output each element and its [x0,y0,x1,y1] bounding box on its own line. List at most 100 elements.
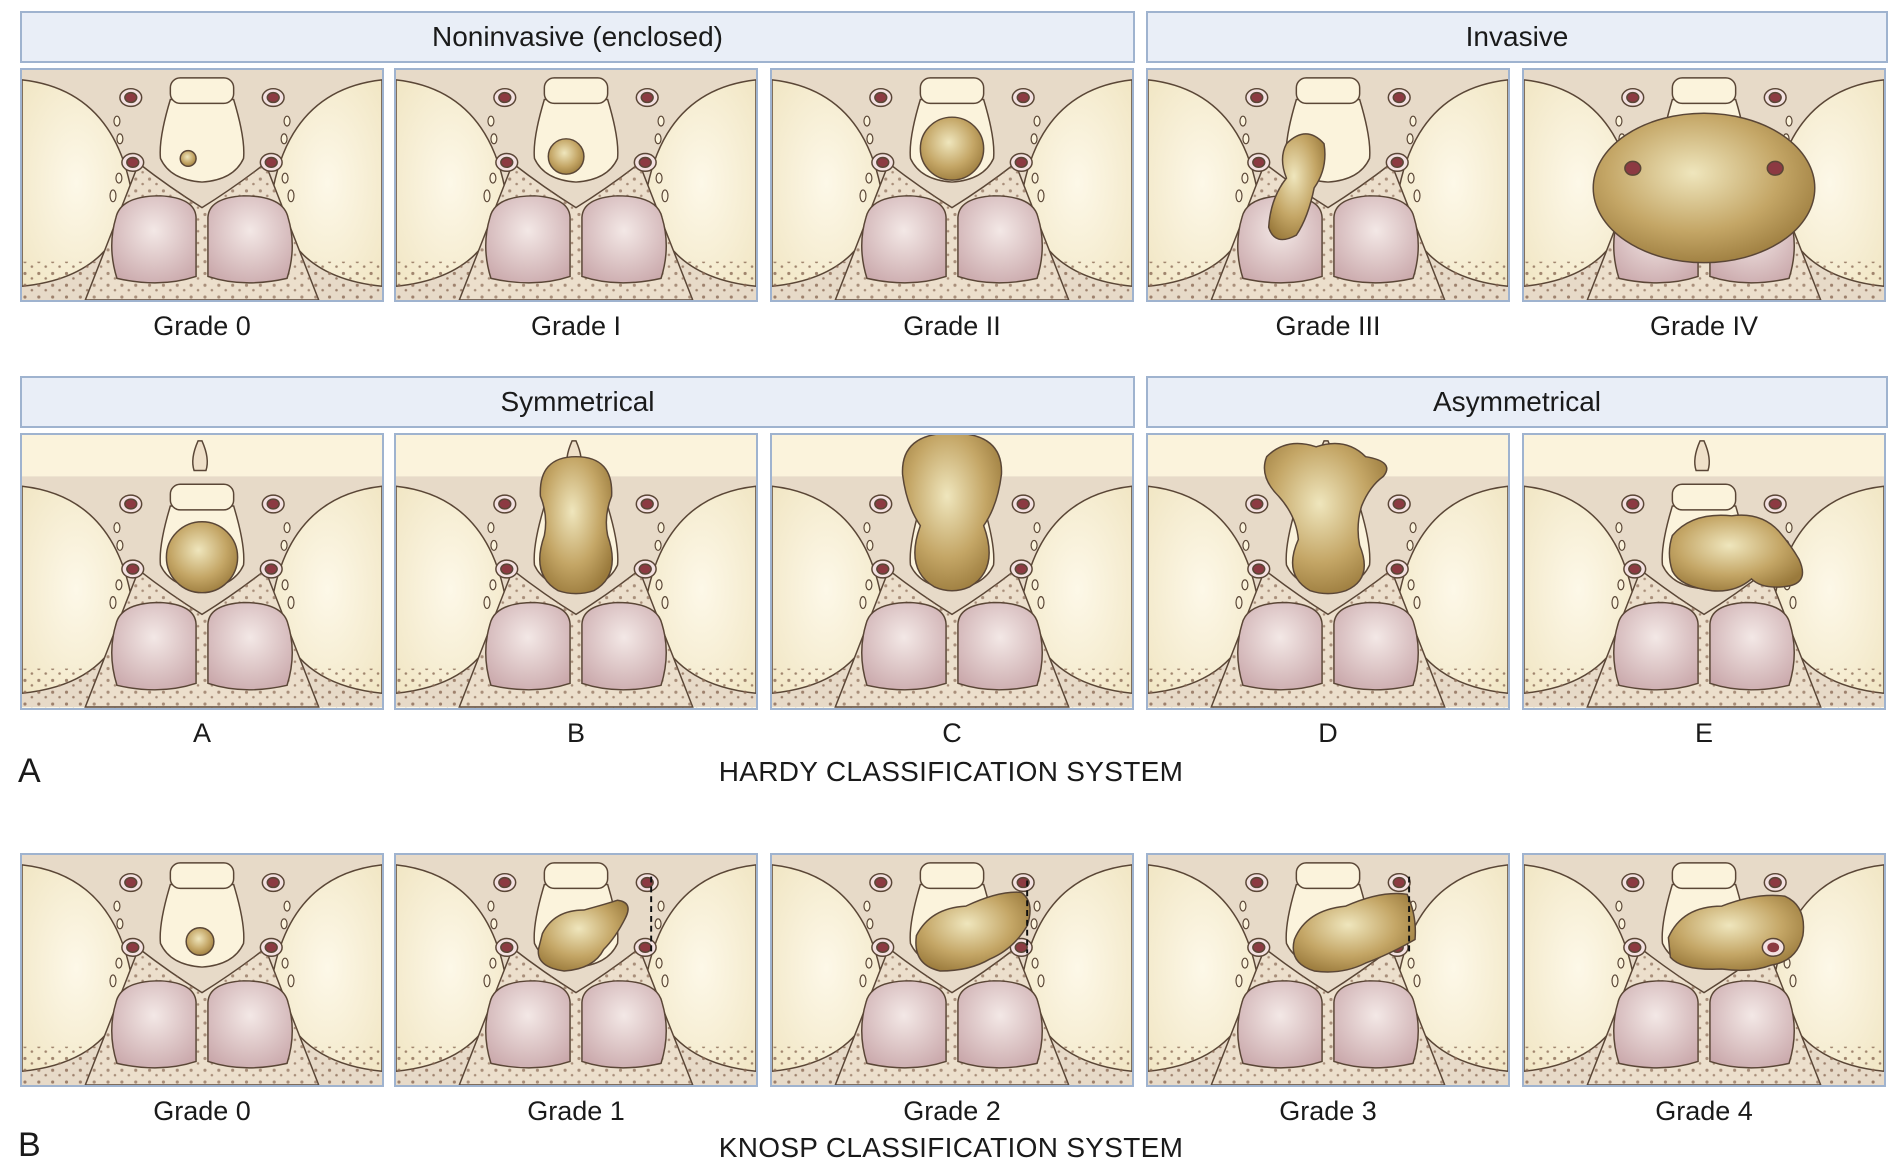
knosp-grade-label: Grade 1 [527,1096,625,1126]
hardy-grade-3-panel [1146,68,1510,302]
sella-illustration [1524,70,1884,300]
knosp-grade-2-panel [770,853,1134,1087]
hardy-extension-label: D [1318,718,1338,748]
hardy-extension-label: B [566,718,585,748]
optic-chiasm [1671,77,1737,105]
sella-turcica [159,98,245,183]
sphenoid-sinus-right [957,980,1043,1069]
hardy-grade-4-panel [1522,68,1886,302]
sphenoid-sinus-left [1613,601,1699,691]
sella-illustration [1148,855,1508,1085]
tumor [185,926,215,956]
hardy-grade-label: Grade III [1275,311,1381,341]
hardy-extension-c-panel [770,433,1134,710]
sphenoid-sinus-right [207,980,293,1069]
hardy-extension-d-panel [1146,433,1510,710]
sella-illustration [396,435,756,708]
tumor [1263,442,1388,595]
tumor [537,899,629,972]
sphenoid-sinus-right [581,195,667,284]
sphenoid-sinus-left [485,195,571,284]
sphenoid-sinus-right [1333,601,1419,691]
hardy-grade-1-panel [394,68,758,302]
sphenoid-sinus-right [207,195,293,284]
sphenoid-sinus-right [957,195,1043,284]
sphenoid-sinus-right [1333,980,1419,1069]
sphenoid-sinus-right [1709,601,1795,691]
sella-illustration [1524,855,1884,1085]
knosp-grade-label: Grade 4 [1655,1096,1753,1126]
sella-illustration [772,855,1132,1085]
sella-illustration [22,855,382,1085]
sella-illustration [772,70,1132,300]
hardy-extension-e-panel [1522,433,1886,710]
knosp-grade-1-panel [394,853,758,1087]
hardy-extension-b-panel [394,433,758,710]
hardy-grade-2-panel [770,68,1134,302]
tumor [547,138,585,175]
tumor [165,520,239,594]
sella-illustration [1148,435,1508,708]
optic-chiasm [919,77,985,105]
optic-chiasm [919,862,985,890]
hardy-extension-label: E [1694,718,1713,748]
sphenoid-sinus-right [207,601,293,691]
sphenoid-sinus-left [111,195,197,284]
optic-chiasm [169,483,235,511]
hardy-grade-label: Grade 0 [153,311,251,341]
knosp-grade-3-panel [1146,853,1510,1087]
sella-illustration [22,435,382,708]
hardy-grade-0-panel [20,68,384,302]
hardy-grade-label: Grade II [903,311,1001,341]
sella-illustration [22,70,382,300]
tumor [1292,892,1417,973]
optic-chiasm [169,77,235,105]
sphenoid-sinus-left [111,980,197,1069]
hardy-extension-label: C [942,718,962,748]
hardy-extension-a-panel [20,433,384,710]
sella-illustration [1524,435,1884,708]
knosp-grade-0-panel [20,853,384,1087]
sphenoid-sinus-left [861,601,947,691]
header-asymmetrical: Asymmetrical [1146,376,1888,428]
tumor [919,116,985,181]
tumor [538,455,614,595]
sella-illustration [396,70,756,300]
hardy-extension-label: A [192,718,211,748]
header-invasive: Invasive [1146,11,1888,63]
optic-chiasm [1671,483,1737,511]
optic-chiasm [169,862,235,890]
optic-chiasm [543,862,609,890]
sella-turcica [159,883,245,968]
optic-chiasm [543,77,609,105]
hardy-grade-label: Grade IV [1649,311,1759,341]
knosp-grade-label: Grade 2 [903,1096,1001,1126]
tumor [179,149,197,168]
sella-illustration [1148,70,1508,300]
header-symmetrical: Symmetrical [20,376,1135,428]
sella-illustration [772,435,1132,708]
hardy-title: HARDY CLASSIFICATION SYSTEM [718,756,1184,787]
optic-chiasm [1295,862,1361,890]
knosp-title: KNOSP CLASSIFICATION SYSTEM [718,1132,1184,1163]
tumor [901,435,1003,592]
tumor [1592,112,1816,264]
sphenoid-sinus-left [1237,601,1323,691]
sphenoid-sinus-left [1613,980,1699,1069]
optic-chiasm [1671,862,1737,890]
knosp-grade-label: Grade 0 [153,1096,251,1126]
sphenoid-sinus-right [1709,980,1795,1069]
hardy-grade-label: Grade I [530,311,622,341]
sella-illustration [396,855,756,1085]
tumor [1668,514,1804,592]
panel-letter-b: B [18,1126,41,1164]
sphenoid-sinus-left [1237,980,1323,1069]
sphenoid-sinus-right [581,601,667,691]
optic-chiasm [1295,77,1361,105]
sphenoid-sinus-left [861,195,947,284]
sphenoid-sinus-left [485,601,571,691]
sphenoid-sinus-left [111,601,197,691]
sphenoid-sinus-right [581,980,667,1069]
tumor [1267,133,1326,241]
sphenoid-sinus-right [1333,195,1419,284]
